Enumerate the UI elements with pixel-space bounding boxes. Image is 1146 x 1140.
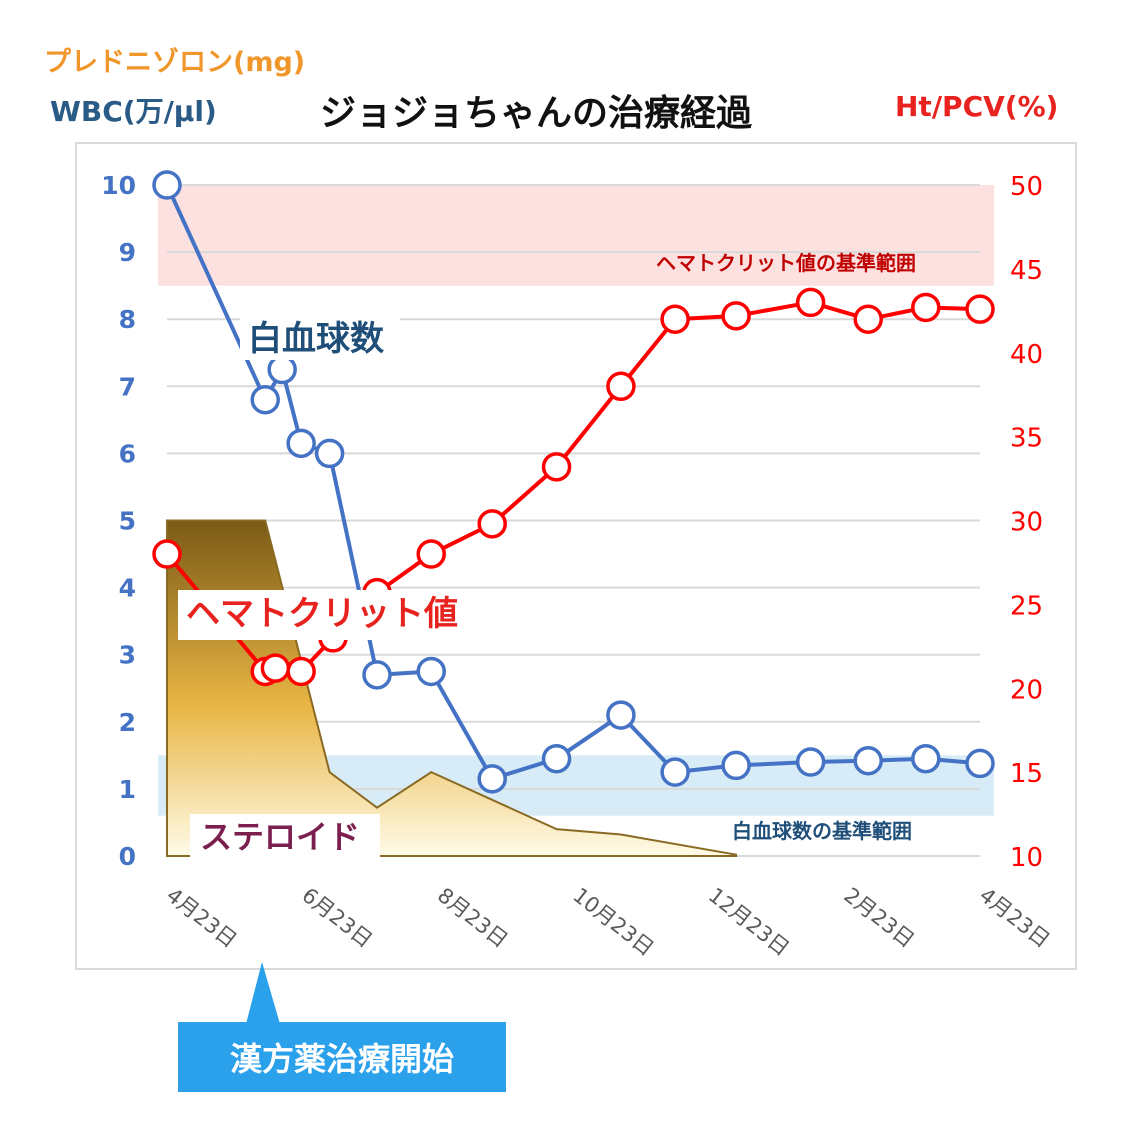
ht-series-label-bg (178, 590, 496, 640)
steroid-label-bg (190, 814, 380, 858)
ht-reference-band (158, 185, 994, 286)
callout-herbal-treatment-start: 漢方薬治療開始 (178, 1022, 506, 1092)
wbc-point (660, 757, 690, 787)
steroid-area (166, 519, 738, 857)
right-tick-label: 35 (1010, 424, 1043, 454)
right-tick-label: 25 (1010, 591, 1043, 621)
wbc-series-label-bg (240, 316, 400, 360)
chart-title: ジョジョちゃんの治療経過 (320, 93, 753, 134)
right-tick-label: 30 (1010, 508, 1043, 538)
wbc-axis-label: WBC(万/μl) (50, 95, 217, 128)
chart-frame (75, 142, 1077, 970)
left-tick-label: 9 (119, 238, 136, 267)
ht-reference-label: ヘマトクリット値の基準範囲 (656, 251, 916, 275)
right-tick-label: 20 (1010, 675, 1043, 705)
ht-point (965, 294, 995, 324)
ht-point (660, 304, 690, 334)
steroid-label: ステロイド (200, 818, 360, 856)
ht-point (477, 509, 507, 539)
wbc-point (606, 700, 636, 730)
left-tick-label: 4 (119, 574, 136, 603)
wbc-series-label: 白血球数 (248, 319, 384, 359)
ht-point (721, 301, 751, 331)
wbc-point (477, 764, 507, 794)
wbc-line (165, 184, 981, 781)
wbc-point (853, 745, 883, 776)
wbc-point (362, 660, 392, 690)
right-tick-label: 40 (1010, 340, 1043, 370)
wbc-reference-label: 白血球数の基準範囲 (732, 819, 912, 843)
wbc-point (314, 438, 345, 469)
ht-point (606, 371, 636, 402)
left-tick-label: 7 (119, 372, 136, 401)
wbc-point (286, 428, 316, 459)
ht-axis-label: Ht/PCV(%) (895, 90, 1059, 123)
ht-point (152, 539, 182, 569)
right-tick-label: 50 (1010, 172, 1043, 202)
wbc-point (152, 170, 182, 200)
left-tick-label: 0 (119, 842, 136, 871)
wbc-point (416, 656, 446, 687)
left-tick-label: 10 (101, 171, 136, 200)
right-tick-label: 45 (1010, 256, 1043, 286)
ht-point (853, 304, 883, 334)
ht-point (541, 452, 572, 482)
ht-point (286, 656, 316, 687)
prednisolone-axis-label: プレドニゾロン(mg) (44, 47, 306, 78)
left-tick-label: 2 (119, 708, 136, 737)
wbc-point (250, 384, 280, 415)
ht-point (416, 539, 446, 569)
wbc-point (541, 743, 572, 774)
right-tick-label: 15 (1010, 759, 1043, 789)
wbc-point (965, 748, 995, 779)
left-tick-label: 6 (119, 439, 136, 468)
ht-point (795, 287, 826, 318)
wbc-point (795, 747, 826, 777)
right-tick-label: 10 (1010, 843, 1043, 873)
left-tick-label: 8 (119, 305, 136, 334)
wbc-point (911, 743, 941, 774)
left-tick-label: 1 (119, 775, 136, 804)
left-tick-label: 3 (119, 641, 136, 670)
left-tick-label: 5 (119, 507, 136, 536)
wbc-point (721, 750, 751, 781)
ht-point (911, 292, 941, 323)
ht-series-label: ヘマトクリット値 (186, 594, 458, 634)
